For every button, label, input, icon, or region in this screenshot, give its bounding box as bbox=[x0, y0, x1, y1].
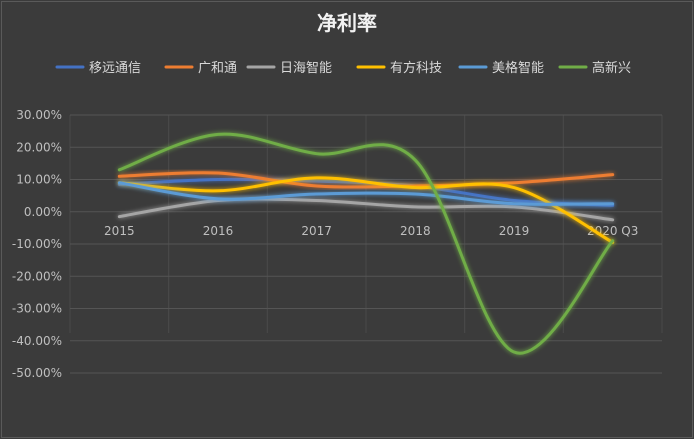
legend-label: 日海智能 bbox=[280, 61, 332, 76]
data-point bbox=[217, 178, 220, 181]
y-tick-label: -30.00% bbox=[12, 302, 62, 316]
y-tick-label: 0.00% bbox=[24, 205, 62, 219]
legend-label: 广和通 bbox=[198, 61, 237, 76]
data-point bbox=[513, 351, 516, 354]
series-line-2 bbox=[117, 171, 615, 189]
data-point bbox=[611, 239, 614, 242]
x-tick-label: 2016 bbox=[203, 224, 234, 238]
series-line-4 bbox=[117, 176, 615, 244]
data-point bbox=[611, 218, 614, 221]
data-point bbox=[513, 186, 516, 189]
chart-title: 净利率 bbox=[317, 11, 377, 35]
data-point bbox=[513, 181, 516, 184]
x-axis-ticks: 2015 2016 2017 2018 2019 2020 Q3 bbox=[104, 224, 638, 238]
y-tick-label: 20.00% bbox=[16, 140, 62, 154]
data-point bbox=[414, 205, 417, 208]
data-point bbox=[315, 180, 318, 183]
data-point bbox=[118, 175, 121, 178]
series-line-3 bbox=[117, 197, 615, 222]
x-tick-label: 2017 bbox=[301, 224, 332, 238]
data-point bbox=[513, 199, 516, 202]
y-axis-ticks: 30.00% 20.00% 10.00% 0.00% -10.00% -20.00% -30… bbox=[12, 108, 62, 380]
y-tick-label: -40.00% bbox=[12, 334, 62, 348]
data-point bbox=[611, 173, 614, 176]
data-point bbox=[315, 176, 318, 179]
legend-label: 有方科技 bbox=[390, 60, 442, 76]
series-lines bbox=[117, 132, 615, 355]
legend-label: 美格智能 bbox=[492, 60, 544, 76]
data-point bbox=[217, 133, 220, 136]
data-point bbox=[414, 186, 417, 189]
data-point bbox=[118, 181, 121, 184]
data-point bbox=[315, 184, 318, 187]
y-tick-label: -20.00% bbox=[12, 269, 62, 283]
data-point bbox=[611, 202, 614, 205]
data-point bbox=[217, 189, 220, 192]
data-point bbox=[315, 193, 318, 196]
data-point bbox=[414, 193, 417, 196]
x-tick-label: 2015 bbox=[104, 224, 135, 238]
data-point bbox=[217, 172, 220, 175]
x-tick-label: 2019 bbox=[499, 224, 530, 238]
legend-label: 移远通信 bbox=[89, 61, 141, 76]
data-point bbox=[315, 199, 318, 202]
data-point bbox=[118, 168, 121, 171]
legend-label: 高新兴 bbox=[592, 60, 631, 76]
series-line-6 bbox=[117, 132, 615, 355]
data-point bbox=[118, 215, 121, 218]
y-tick-label: -10.00% bbox=[12, 237, 62, 251]
y-tick-label: 10.00% bbox=[16, 173, 62, 187]
y-tick-label: 30.00% bbox=[16, 108, 62, 122]
y-tick-label: -50.00% bbox=[12, 366, 62, 380]
data-point bbox=[315, 152, 318, 155]
data-point bbox=[217, 197, 220, 200]
data-point bbox=[513, 202, 516, 205]
data-point bbox=[414, 159, 417, 162]
series-line-5 bbox=[117, 181, 615, 206]
data-point bbox=[513, 205, 516, 208]
legend: 移远通信 广和通 日海智能 有方科技 美格智能 高新兴 bbox=[55, 60, 631, 76]
x-tick-label: 2018 bbox=[400, 224, 431, 238]
